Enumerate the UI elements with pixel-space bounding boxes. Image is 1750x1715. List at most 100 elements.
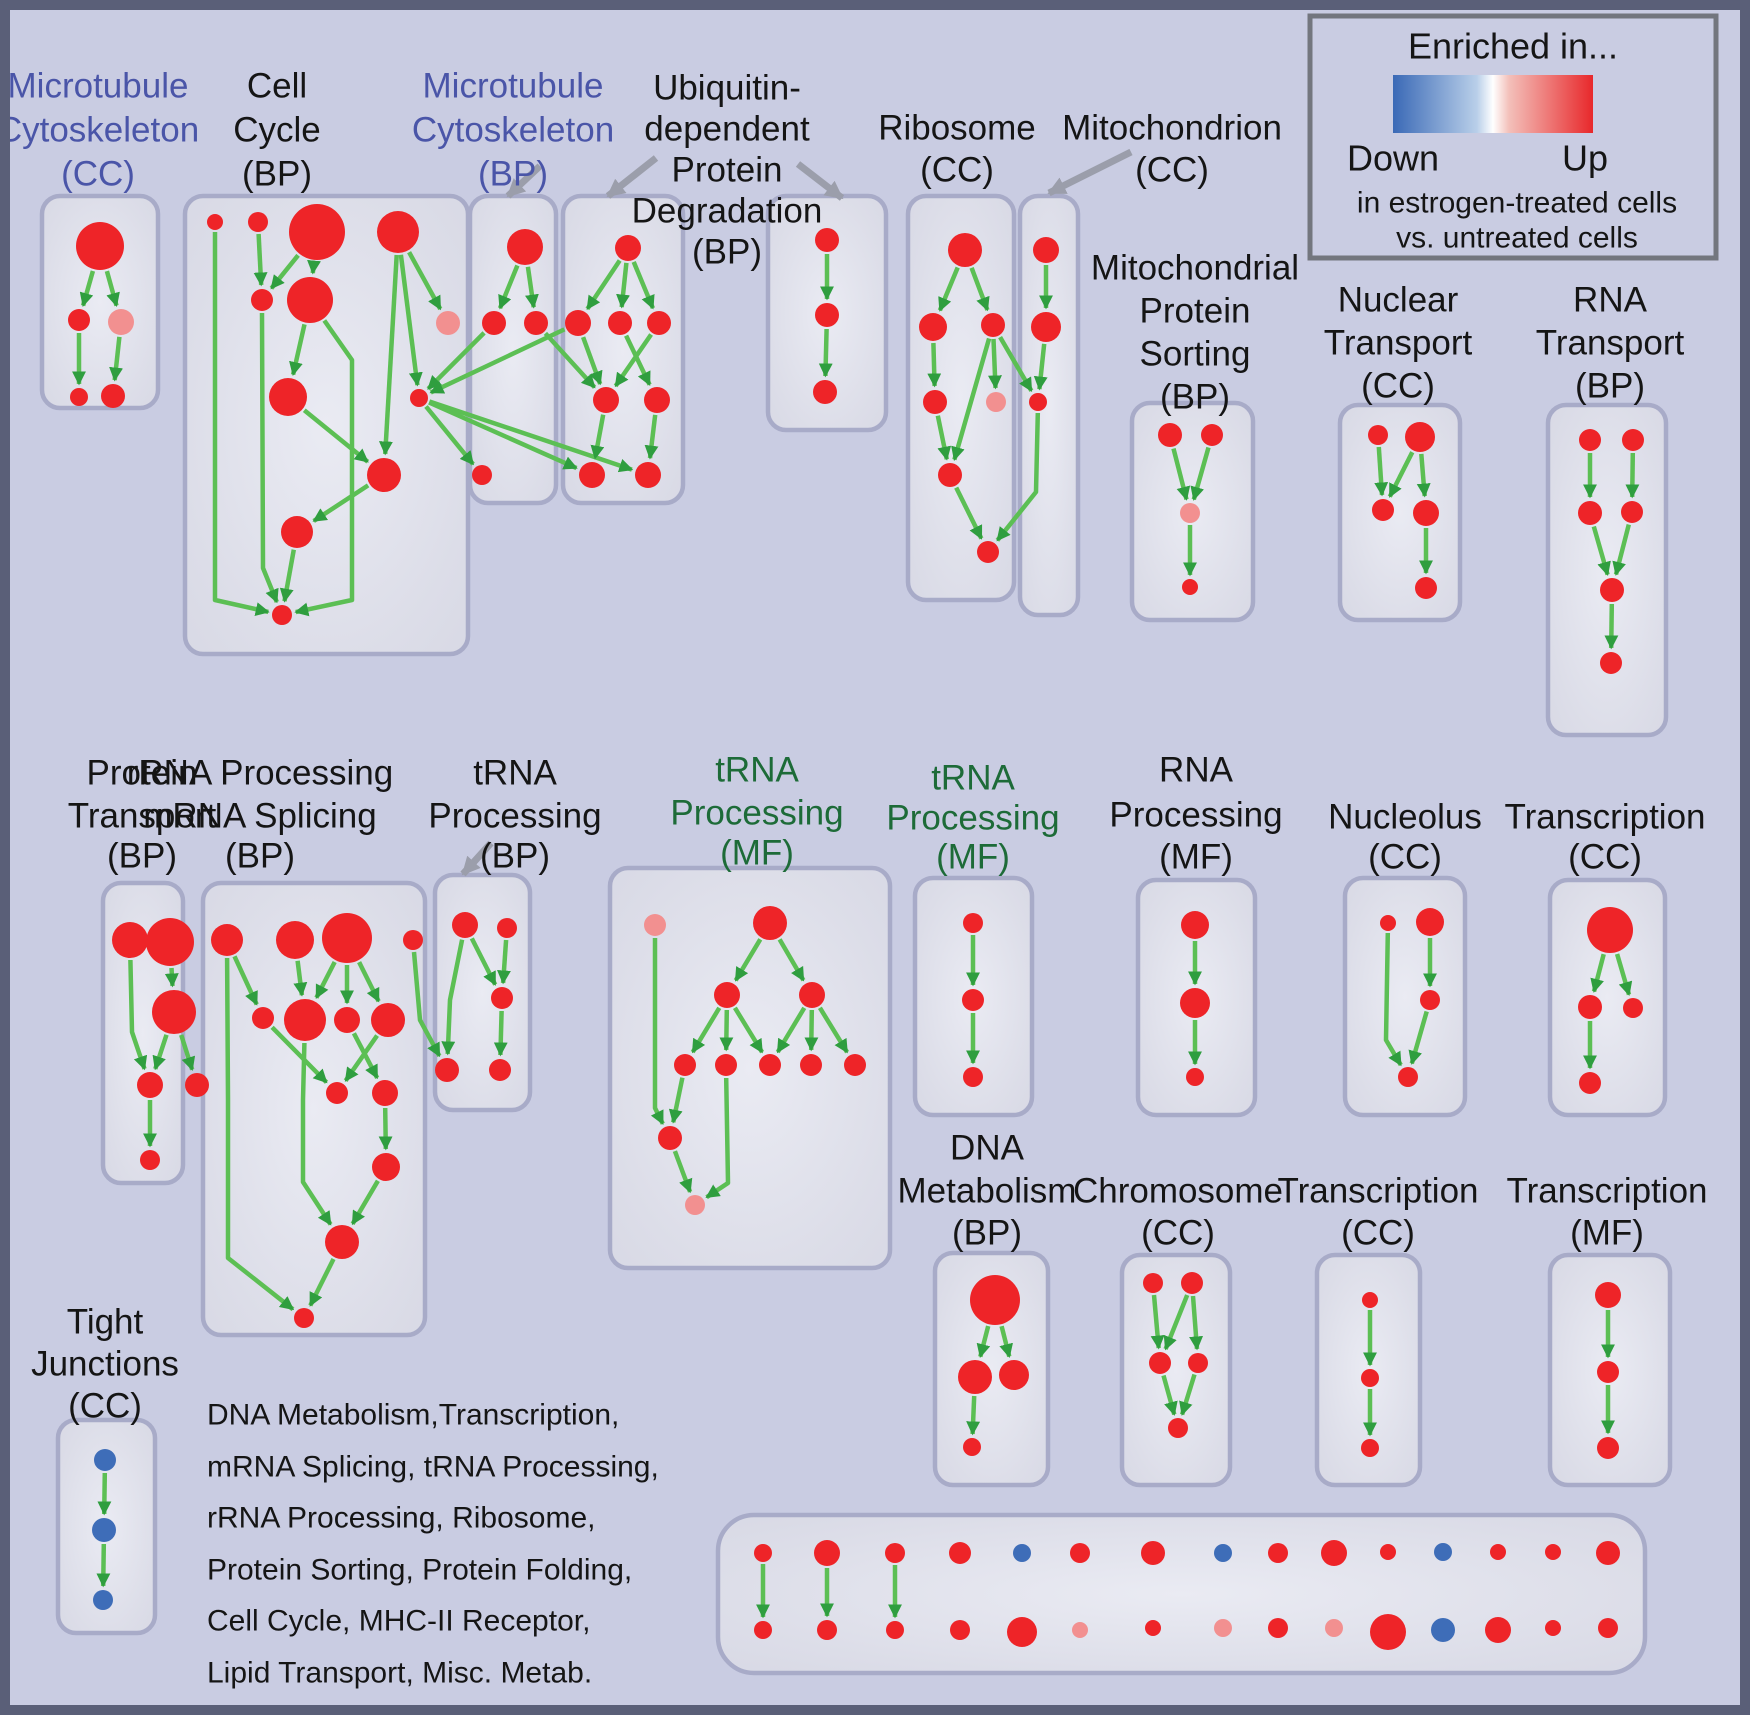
edge-cc4-to-cc8 [398,254,423,387]
label-microtubule-cytoskeleton-bp-line-3: (BP) [478,155,548,194]
edge-t1-to-t4 [441,939,465,1056]
go-term-node-r6 [938,463,962,487]
go-term-node-bt12 [1434,1543,1452,1561]
go-term-node-ub2c [813,380,837,404]
edge-cc1-to-cc11 [212,232,270,616]
go-term-node-q12 [325,1225,359,1259]
label-protein-transport-bp-line-2: Transport [68,797,217,836]
label-nucleolus-cc-line-1: Nucleolus [1328,798,1482,837]
edge-ub1t-to-ub1m3 [631,261,655,310]
label-tight-junctions-cc-line-3: (CC) [68,1387,142,1426]
go-term-node-k2 [1578,995,1602,1019]
pointer-arrow-to-mitochondrion-box [1047,148,1133,197]
go-term-node-p3 [152,990,196,1034]
go-term-node-rt3 [1578,501,1602,525]
label-cell-cycle-bp-line-1: Cell [247,67,307,106]
label-ribosome-cc-line-2: (CC) [920,151,994,190]
group-box-mitochondrion-cc [1017,193,1081,618]
go-term-node-d3 [999,1360,1029,1390]
go-term-node-nt4 [1413,500,1439,526]
edge-r3-to-r5 [988,338,1002,390]
edge-p3-to-qF [179,1034,196,1072]
label-ubiquitin-degradation-bp-line-4: Degradation [632,192,823,231]
label-trna-processing-mf-1-line-1: tRNA [715,751,799,790]
go-term-node-w3 [1597,1437,1619,1459]
group-box-microtubule-cytoskeleton-cc [39,193,161,411]
edge-t3-to-t5 [493,1010,508,1057]
edge-r6-to-r7 [954,486,984,540]
edge-e1-to-e3 [1150,1294,1165,1350]
edge-a3-to-a5 [109,336,123,382]
go-term-node-q11 [372,1153,400,1181]
label-protein-transport-bp-line-3: (BP) [107,837,177,876]
go-term-node-g8 [800,1054,822,1076]
label-trna-processing-mf-1-line-2: Processing [670,794,843,833]
go-term-node-t3 [491,987,513,1009]
label-dna-metabolism-bp-line-1: DNA [950,1129,1025,1168]
edge-cc6-to-cc7 [289,323,307,376]
edge-q3-to-q8 [357,961,381,1003]
go-term-node-s1 [1158,423,1182,447]
go-term-node-t1 [452,912,478,938]
edge-k1-to-k3 [1614,953,1633,996]
label-ubiquitin-degradation-bp-line-1: Ubiquitin- [653,69,801,108]
edge-e3-to-e5 [1161,1374,1178,1416]
go-term-node-rt5 [1600,578,1624,602]
go-term-node-g3 [714,982,740,1008]
go-term-node-bb12 [1431,1618,1455,1642]
go-term-node-bt8 [1214,1544,1232,1562]
go-term-node-q2 [276,921,314,959]
edge-rt3-to-rt5 [1591,525,1611,576]
go-term-node-a4 [70,388,88,406]
go-term-node-a2 [68,309,90,331]
go-term-node-t2 [497,918,517,938]
edge-mi2-to-mi3 [1033,343,1048,391]
go-term-node-g1 [644,914,666,936]
go-term-node-f3 [1361,1439,1379,1457]
edge-e2-to-e4 [1189,1295,1204,1351]
go-term-node-tj1 [94,1449,116,1471]
go-term-node-q8 [371,1003,405,1037]
edge-nt2-to-nt4 [1416,453,1431,498]
edge-cc10-to-cc11 [279,549,297,603]
label-transcription-mf-line-1: Transcription [1507,1172,1708,1211]
edge-ub1t-to-ub1m2 [616,262,630,309]
label-trna-processing-mf-2-line-3: (MF) [936,838,1010,877]
legend-note-line-2: vs. untreated cells [1396,222,1638,255]
edge-ub1m3-to-ub1l1 [613,333,653,388]
edge-ub2b-to-ub2c [818,328,833,378]
go-term-node-g6 [715,1054,737,1076]
label-microtubule-cytoskeleton-cc-line-2: Cytoskeleton [0,111,199,150]
go-term-node-bt9 [1268,1543,1288,1563]
legend-box [1307,13,1719,261]
go-term-node-q4 [403,930,423,950]
go-term-node-ub1l1 [593,387,619,413]
edge-cc5-to-cc11 [259,312,279,604]
go-term-node-q10 [372,1080,398,1106]
go-term-node-cc4 [377,211,419,253]
label-rna-processing-mf-line-3: (MF) [1159,838,1233,877]
edge-q10-to-q11 [378,1107,393,1151]
label-mitochondrial-protein-sorting-bp-line-4: (BP) [1160,378,1230,417]
group-box-chromosome-cc [1119,1252,1233,1488]
go-term-node-q5 [252,1007,274,1029]
go-term-node-ub1b1 [579,462,605,488]
label-trna-processing-bp-line-3: (BP) [480,837,550,876]
go-term-node-bt15 [1596,1541,1620,1565]
edge-r3-to-r6 [951,337,992,461]
go-term-node-mb3 [524,311,548,335]
go-term-node-f2 [1361,1369,1379,1387]
edge-rt2-to-rt4 [1625,452,1640,499]
label-transcription-mf-line-2: (MF) [1570,1214,1644,1253]
edge-g5-to-g10 [668,1077,685,1124]
pointer-arrow-to-ubiquitin-box-2 [795,161,845,201]
go-term-node-i2 [1180,988,1210,1018]
go-term-node-p1 [112,922,148,958]
edge-g2-to-g4 [777,938,806,982]
edge-q4-to-t4 [411,951,442,1058]
go-term-node-t5 [489,1059,511,1081]
edge-k1-to-k2 [1590,953,1606,993]
label-microtubule-cytoskeleton-bp-line-2: Cytoskeleton [412,111,614,150]
go-term-node-a1 [76,222,124,270]
go-term-node-s4 [1182,579,1198,595]
